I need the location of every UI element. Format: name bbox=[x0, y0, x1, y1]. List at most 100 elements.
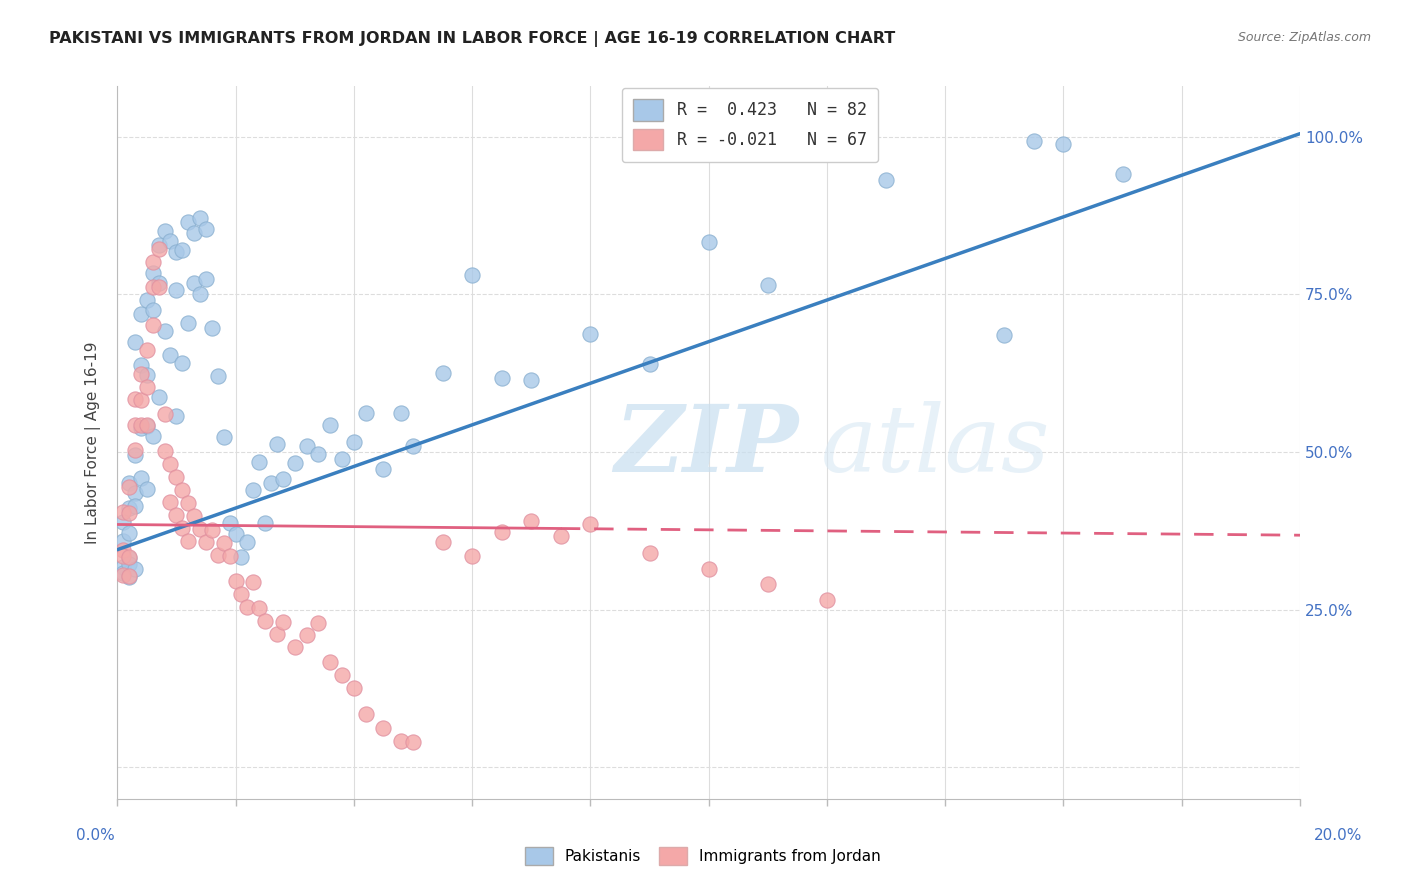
Point bbox=[242, 483, 264, 497]
Point bbox=[129, 417, 152, 432]
Point bbox=[118, 549, 141, 564]
Point bbox=[1052, 136, 1074, 151]
Point bbox=[491, 370, 513, 384]
Point bbox=[188, 522, 211, 536]
Point bbox=[124, 562, 146, 576]
Point bbox=[135, 418, 157, 433]
Point bbox=[254, 516, 277, 531]
Point bbox=[402, 440, 425, 454]
Point bbox=[142, 280, 165, 294]
Point bbox=[177, 496, 200, 510]
Point bbox=[135, 368, 157, 383]
Text: ZIP: ZIP bbox=[614, 401, 799, 491]
Point bbox=[142, 254, 165, 268]
Point bbox=[194, 534, 217, 549]
Point bbox=[129, 421, 152, 435]
Point bbox=[875, 173, 897, 187]
Point bbox=[129, 392, 152, 407]
Point bbox=[207, 548, 229, 562]
Point bbox=[218, 549, 240, 563]
Point bbox=[148, 243, 170, 257]
Point bbox=[177, 215, 200, 229]
Point bbox=[236, 600, 259, 615]
Point bbox=[165, 409, 187, 423]
Point bbox=[307, 616, 329, 631]
Point bbox=[284, 640, 307, 655]
Point bbox=[815, 593, 838, 607]
Point bbox=[112, 566, 135, 580]
Point bbox=[212, 430, 235, 444]
Point bbox=[118, 506, 141, 520]
Point bbox=[135, 293, 157, 307]
Point bbox=[172, 243, 194, 257]
Text: Source: ZipAtlas.com: Source: ZipAtlas.com bbox=[1237, 31, 1371, 45]
Point bbox=[638, 546, 661, 560]
Point bbox=[231, 587, 253, 601]
Point bbox=[756, 277, 779, 292]
Legend: Pakistanis, Immigrants from Jordan: Pakistanis, Immigrants from Jordan bbox=[519, 841, 887, 871]
Point bbox=[254, 614, 277, 628]
Point bbox=[112, 516, 135, 530]
Point bbox=[194, 272, 217, 286]
Point bbox=[112, 549, 135, 564]
Point bbox=[579, 327, 602, 342]
Point bbox=[461, 268, 484, 282]
Point bbox=[118, 570, 141, 584]
Point bbox=[402, 735, 425, 749]
Point bbox=[159, 234, 181, 248]
Point bbox=[579, 517, 602, 532]
Point bbox=[330, 668, 353, 682]
Point bbox=[172, 356, 194, 370]
Point bbox=[520, 373, 543, 387]
Point bbox=[242, 575, 264, 590]
Point bbox=[266, 436, 288, 450]
Point bbox=[373, 721, 395, 735]
Point bbox=[142, 429, 165, 443]
Point bbox=[1111, 167, 1133, 181]
Point bbox=[118, 551, 141, 566]
Point bbox=[124, 448, 146, 462]
Point bbox=[118, 480, 141, 494]
Point bbox=[271, 615, 294, 629]
Point bbox=[112, 559, 135, 574]
Point bbox=[389, 734, 412, 748]
Legend: R =  0.423   N = 82, R = -0.021   N = 67: R = 0.423 N = 82, R = -0.021 N = 67 bbox=[621, 87, 879, 162]
Point bbox=[142, 318, 165, 332]
Point bbox=[135, 380, 157, 394]
Text: atlas: atlas bbox=[821, 401, 1050, 491]
Point bbox=[118, 525, 141, 540]
Point bbox=[247, 600, 270, 615]
Point bbox=[159, 348, 181, 362]
Point bbox=[135, 418, 157, 433]
Point bbox=[129, 358, 152, 372]
Point bbox=[153, 407, 176, 421]
Point bbox=[491, 525, 513, 540]
Point bbox=[129, 471, 152, 485]
Point bbox=[432, 366, 454, 380]
Point bbox=[638, 357, 661, 371]
Point bbox=[188, 211, 211, 226]
Point bbox=[124, 417, 146, 432]
Point bbox=[118, 568, 141, 582]
Point bbox=[225, 526, 247, 541]
Point bbox=[118, 500, 141, 515]
Point bbox=[112, 534, 135, 549]
Point bbox=[354, 707, 377, 722]
Point bbox=[188, 286, 211, 301]
Point bbox=[284, 456, 307, 470]
Point bbox=[231, 549, 253, 564]
Point bbox=[112, 543, 135, 558]
Point bbox=[194, 221, 217, 235]
Point bbox=[247, 455, 270, 469]
Point bbox=[124, 442, 146, 457]
Point bbox=[550, 528, 572, 542]
Point bbox=[165, 283, 187, 297]
Point bbox=[177, 533, 200, 548]
Point bbox=[148, 390, 170, 404]
Point bbox=[112, 568, 135, 582]
Point bbox=[172, 521, 194, 535]
Point bbox=[118, 558, 141, 572]
Point bbox=[201, 523, 224, 537]
Point bbox=[343, 434, 366, 449]
Point bbox=[461, 549, 484, 563]
